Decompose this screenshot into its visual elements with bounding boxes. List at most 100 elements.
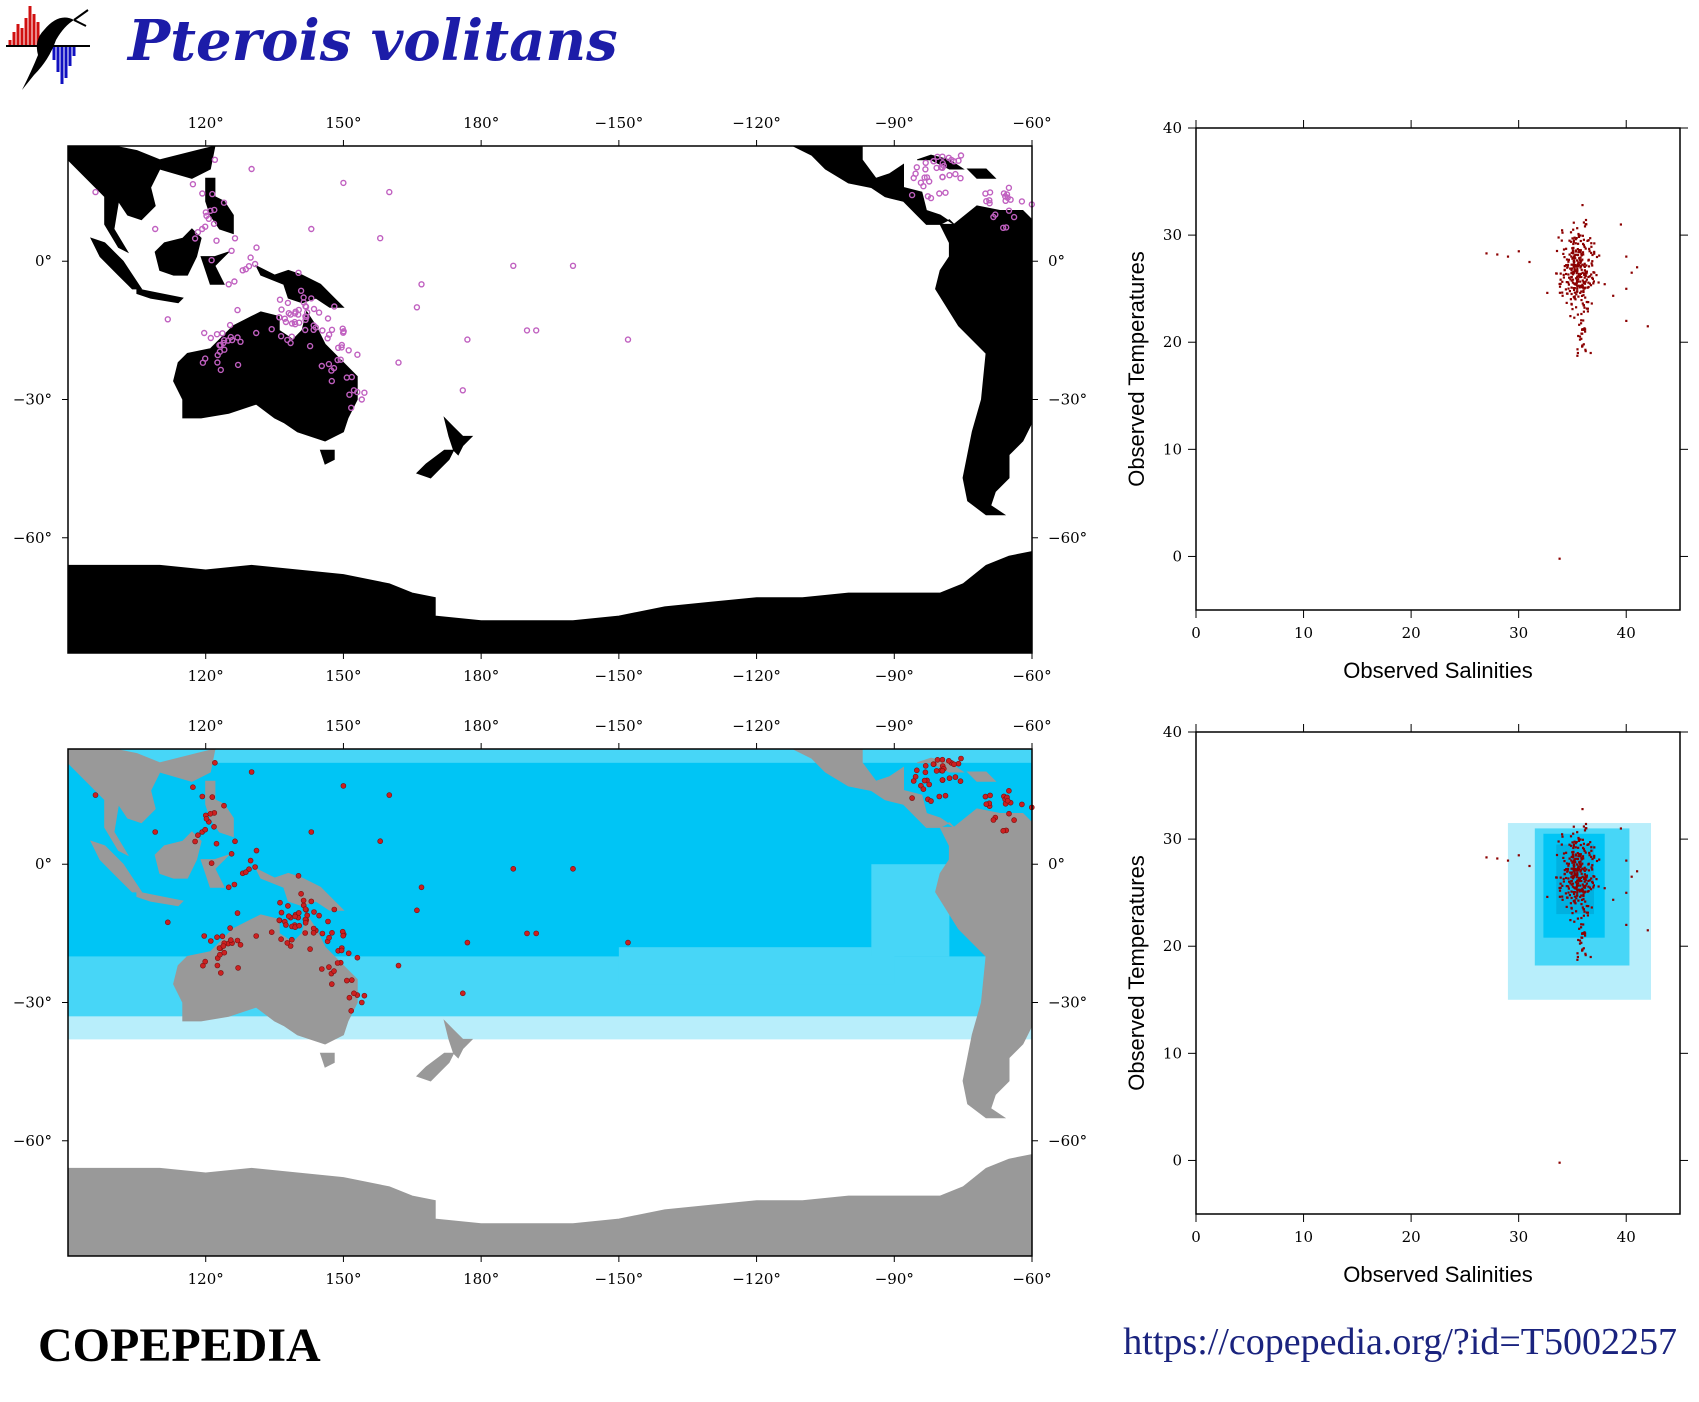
ts-point bbox=[1567, 887, 1570, 890]
ts-point bbox=[1597, 281, 1600, 284]
ts-point bbox=[1582, 857, 1585, 860]
occurrence-point bbox=[348, 977, 355, 983]
ts-point bbox=[1572, 832, 1575, 835]
ts-point bbox=[1569, 278, 1572, 281]
ts-point bbox=[1566, 266, 1569, 269]
ts-point bbox=[1580, 268, 1583, 271]
ts-point bbox=[1576, 852, 1579, 855]
ts-point bbox=[1581, 808, 1584, 811]
ts-point bbox=[1581, 345, 1584, 348]
ts-point bbox=[1584, 932, 1587, 935]
occurrence-point bbox=[570, 865, 576, 872]
occurrence-point bbox=[510, 865, 517, 872]
ts-point bbox=[1572, 240, 1575, 244]
ts-point bbox=[1578, 927, 1581, 930]
ts-point bbox=[1574, 253, 1578, 256]
ts-point bbox=[1585, 272, 1588, 275]
ts-point bbox=[1583, 910, 1586, 913]
ts-point bbox=[1592, 280, 1595, 283]
ts-point bbox=[1571, 885, 1574, 888]
occurrence-point bbox=[308, 898, 315, 905]
occurrence-point bbox=[921, 777, 928, 784]
occurrence-point bbox=[413, 304, 421, 311]
ts-point bbox=[1590, 849, 1593, 852]
ocean-band-peru bbox=[871, 864, 950, 957]
ts-point bbox=[1564, 892, 1567, 895]
ts-point bbox=[1565, 258, 1569, 261]
ts-point bbox=[1574, 874, 1577, 877]
ts-point bbox=[1585, 300, 1588, 304]
ts-point bbox=[1573, 891, 1576, 894]
ts-point bbox=[1582, 932, 1585, 935]
occurrence-point bbox=[920, 786, 927, 793]
ts-point bbox=[1580, 894, 1583, 897]
ts-point bbox=[1580, 259, 1583, 262]
occurrence-point bbox=[234, 910, 241, 916]
occurrence-point bbox=[199, 190, 206, 197]
ts-y-axis-label: Observed Temperatures bbox=[1124, 855, 1149, 1091]
ts-point bbox=[1565, 292, 1569, 295]
ts-point bbox=[1576, 313, 1579, 316]
ts-point bbox=[1625, 319, 1628, 322]
ts-point bbox=[1574, 298, 1577, 301]
occurrence-point bbox=[346, 391, 353, 398]
occurrence-point bbox=[982, 793, 989, 800]
occurrence-point bbox=[220, 339, 227, 347]
ts-point bbox=[1565, 301, 1568, 304]
occurrence-point bbox=[276, 917, 283, 924]
ts-point bbox=[1574, 842, 1577, 845]
occurrence-point bbox=[952, 170, 959, 178]
occurrence-point bbox=[253, 847, 260, 854]
occurrence-point bbox=[231, 881, 238, 888]
occurrence-point bbox=[199, 793, 206, 800]
occurrence-point bbox=[307, 946, 313, 952]
ts-y-tick-label: 0 bbox=[1172, 547, 1182, 565]
ts-point bbox=[1584, 851, 1587, 854]
ts-point bbox=[1583, 866, 1586, 869]
ts-point bbox=[1588, 282, 1591, 285]
landmass-sulawesi bbox=[200, 854, 230, 888]
occurrence-point bbox=[209, 794, 216, 800]
ts-point bbox=[1584, 330, 1587, 333]
ts-point bbox=[1587, 905, 1590, 908]
ts-frame bbox=[1195, 731, 1681, 1215]
occurrence-point bbox=[220, 943, 227, 949]
occurrence-point bbox=[234, 361, 242, 369]
occurrence-point bbox=[920, 182, 927, 190]
map-x-tick-label: −90° bbox=[875, 1270, 914, 1288]
ts-point bbox=[1566, 870, 1569, 873]
ts-point bbox=[1583, 849, 1586, 852]
ts-point bbox=[1561, 231, 1564, 234]
source-url[interactable]: https://copepedia.org/?id=T5002257 bbox=[1123, 1321, 1677, 1363]
occurrence-point bbox=[211, 206, 218, 214]
landmass-nzs bbox=[415, 1052, 455, 1082]
ts-point bbox=[1572, 846, 1575, 850]
map-x-tick-label: 180° bbox=[463, 717, 499, 735]
occurrence-point bbox=[326, 934, 332, 941]
ts-point bbox=[1590, 866, 1593, 869]
copepedia-logo-icon bbox=[6, 6, 90, 91]
occurrence-point bbox=[330, 364, 338, 372]
occurrence-point bbox=[227, 333, 235, 341]
ts-point bbox=[1576, 891, 1579, 894]
ts-point bbox=[1574, 270, 1577, 273]
ts-point bbox=[1574, 277, 1578, 280]
ts-point bbox=[1630, 271, 1633, 274]
occurrence-point bbox=[345, 950, 352, 957]
ts-point bbox=[1572, 256, 1575, 260]
occurrence-point bbox=[983, 197, 990, 205]
map-x-tick-label: −90° bbox=[875, 717, 914, 735]
ts-point bbox=[1585, 868, 1588, 871]
ts-point bbox=[1577, 839, 1581, 842]
occurrence-point bbox=[213, 331, 221, 338]
ts-point bbox=[1580, 322, 1583, 325]
occurrence-point bbox=[340, 329, 347, 336]
ts-point bbox=[1571, 308, 1574, 311]
occurrence-point bbox=[340, 932, 347, 939]
ts-y-tick-label: 10 bbox=[1163, 440, 1182, 458]
occurrence-point bbox=[207, 810, 214, 817]
ts-point bbox=[1569, 231, 1573, 234]
occurrence-point bbox=[195, 832, 201, 839]
ts-point bbox=[1576, 280, 1579, 283]
